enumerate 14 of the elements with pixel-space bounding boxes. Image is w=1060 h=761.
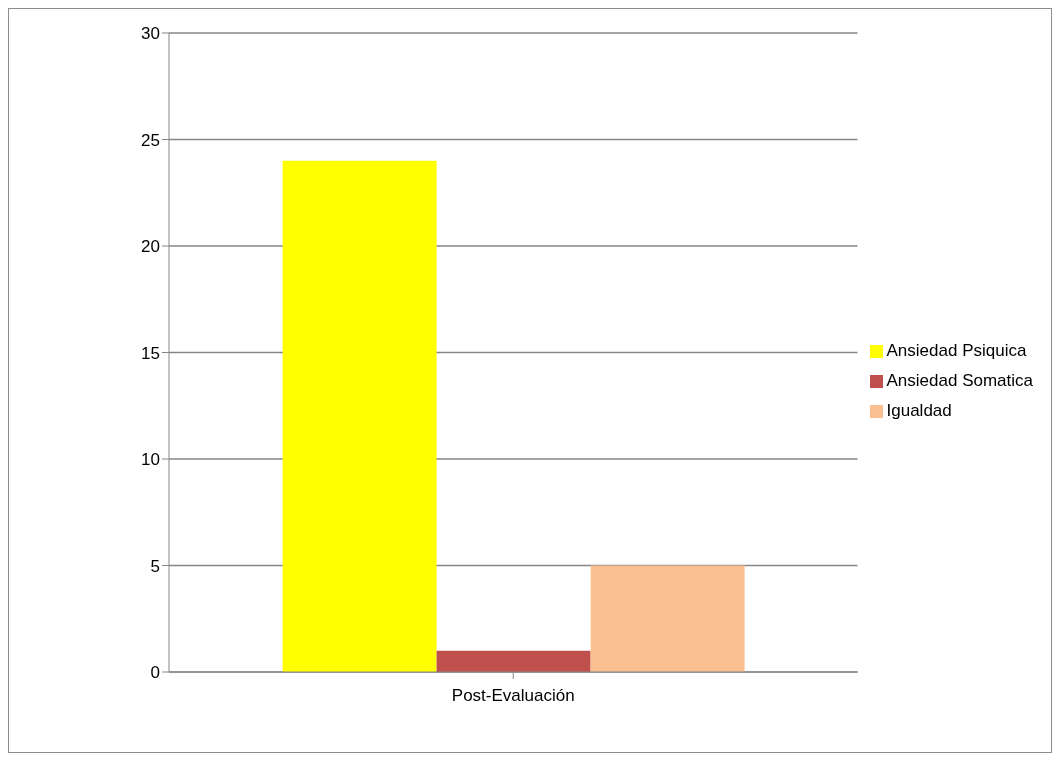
bar — [590, 565, 745, 672]
y-tick-label: 0 — [150, 663, 160, 683]
legend-label: Ansiedad Somatica — [886, 370, 1033, 390]
legend-label: Igualdad — [886, 400, 952, 420]
y-tick-label: 5 — [150, 556, 160, 576]
bar — [282, 160, 437, 672]
y-tick-label: 20 — [141, 237, 160, 257]
y-tick-label: 30 — [141, 24, 160, 44]
x-tick-label: Post-Evaluación — [451, 686, 575, 706]
legend-label: Ansiedad Psiquica — [886, 340, 1027, 360]
bar — [436, 650, 591, 672]
y-tick-label: 15 — [141, 343, 160, 363]
y-tick-label: 10 — [141, 450, 160, 470]
y-tick-label: 25 — [141, 130, 160, 150]
